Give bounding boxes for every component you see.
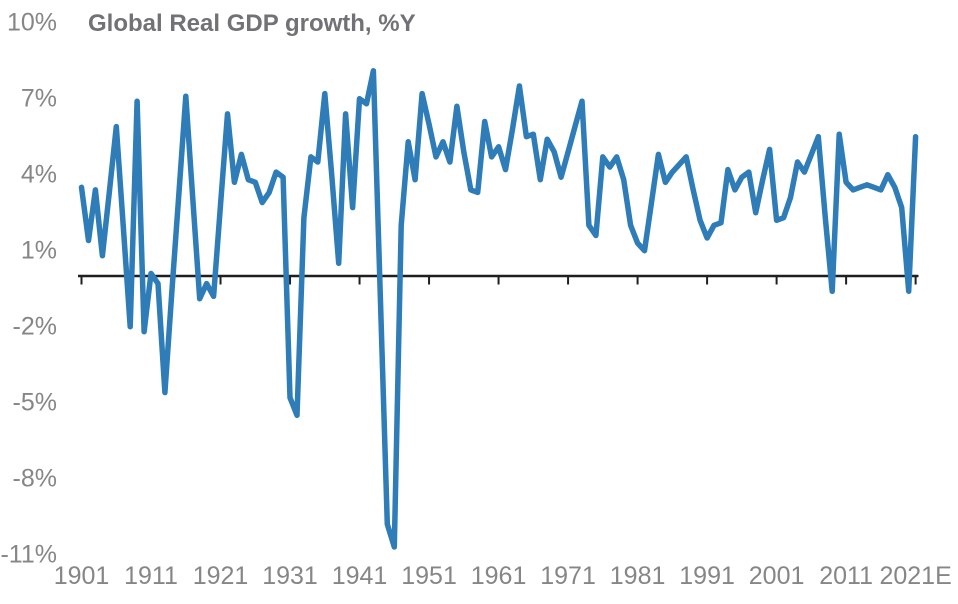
x-axis-label: 1961 [471, 562, 527, 590]
x-axis-label: 1931 [262, 562, 318, 590]
x-axis-label: 2021E [879, 562, 951, 590]
x-axis-label: 2011 [819, 562, 873, 590]
gdp-growth-line [78, 68, 919, 550]
y-axis-label: 4% [21, 161, 57, 189]
y-axis-label: -8% [13, 465, 57, 493]
x-axis-label: 1901 [54, 562, 110, 590]
y-axis-label: -11% [0, 541, 57, 569]
x-axis-label: 1941 [332, 562, 388, 590]
x-axis-label: 1981 [610, 562, 666, 590]
y-axis-label: -5% [13, 389, 57, 417]
x-axis-label: 1991 [679, 562, 735, 590]
chart-title: Global Real GDP growth, %Y [88, 10, 416, 37]
x-axis-label: 1911 [124, 562, 178, 590]
y-axis-label: -2% [13, 313, 57, 341]
x-axis [78, 274, 919, 285]
y-axis-labels: 10% 7% 4% 1% -2% -5% -8% -11% [0, 9, 57, 569]
y-axis-label: 7% [21, 85, 57, 113]
gdp-growth-series [78, 68, 919, 550]
x-axis-label: 1971 [540, 562, 596, 590]
x-axis-label: 1951 [401, 562, 457, 590]
y-axis-label: 10% [7, 9, 57, 37]
x-axis-label: 1921 [193, 562, 249, 590]
y-axis-label: 1% [21, 237, 57, 265]
x-axis-label: 2001 [749, 562, 805, 590]
x-axis-labels: 1901 1911 1921 1931 1941 1951 1961 1971 1981 1991… [54, 562, 952, 590]
